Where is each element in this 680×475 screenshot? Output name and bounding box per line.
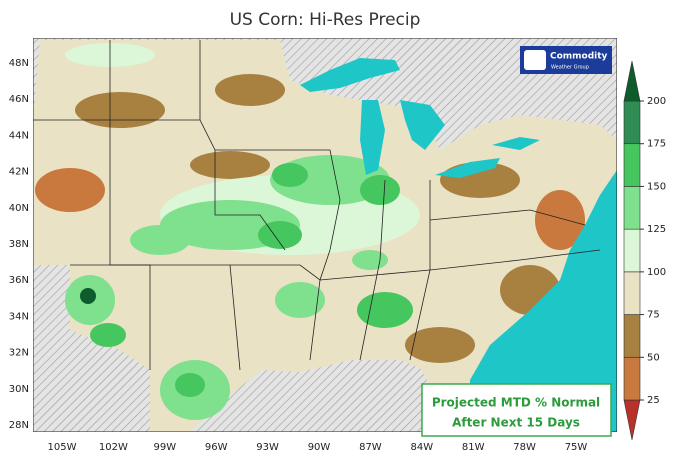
latitude-label: 38N (9, 239, 29, 250)
precip-anomaly-patches (35, 43, 585, 420)
note-line: After Next 15 Days (452, 416, 580, 430)
longitude-label: 87W (359, 442, 382, 453)
colorbar-arrow (623, 60, 641, 102)
latitude-label: 30N (9, 384, 29, 395)
longitude-label: 75W (565, 442, 588, 453)
lake-ontario (492, 137, 540, 150)
latitude-label: 46N (9, 94, 29, 105)
colorbar-tick-label: 200 (647, 96, 666, 107)
latitude-label: 28N (9, 420, 29, 431)
colorbar-tick-label: 125 (647, 224, 666, 235)
latitude-label: 34N (9, 311, 29, 322)
title: US Corn: Hi-Res Precip (230, 10, 421, 30)
colorbar-arrow (623, 399, 641, 441)
atlantic-ocean (470, 170, 617, 432)
longitude-label: 93W (256, 442, 279, 453)
colorbar-tick-label: 175 (647, 139, 666, 150)
longitude-label: 81W (462, 442, 485, 453)
state-borders (33, 40, 601, 371)
latitude-label: 44N (9, 130, 29, 141)
colorbar-band (623, 314, 641, 358)
latitude-label: 36N (9, 275, 29, 286)
logo: Commodity Weather Group (520, 46, 612, 74)
longitude-label: 99W (153, 442, 176, 453)
longitude-label: 84W (410, 442, 433, 453)
longitude-label: 96W (205, 442, 228, 453)
lake-superior (300, 58, 400, 92)
map (33, 38, 617, 432)
colorbar-tick-label: 100 (647, 267, 666, 278)
colorbar-band (623, 186, 641, 230)
longitude-labels: 105W 102W 99W 96W 93W 90W 87W 84W 81W 78W 75W (48, 442, 588, 453)
longitude-label: 90W (308, 442, 331, 453)
longitude-label: 102W (99, 442, 128, 453)
colorbar-tick-label: 75 (647, 310, 660, 321)
note-box: Projected MTD % Normal After Next 15 Day… (421, 383, 612, 437)
colorbar-tick-label: 150 (647, 181, 666, 192)
logo-subtitle: Weather Group (551, 65, 589, 71)
latitude-label: 48N (9, 58, 29, 69)
logo-icon (524, 50, 546, 70)
latitude-label: 32N (9, 348, 29, 359)
colorbar-band (623, 143, 641, 187)
colorbar: 25 50 75 100 125 150 175 200 (623, 60, 666, 441)
latitude-label: 40N (9, 203, 29, 214)
note-line: Projected MTD % Normal (432, 396, 600, 410)
lake-huron (400, 100, 445, 150)
colorbar-tick-label: 50 (647, 352, 660, 363)
colorbar-band (623, 356, 641, 401)
colorbar-band (623, 100, 641, 145)
colorbar-band (623, 271, 641, 315)
longitude-label: 105W (48, 442, 77, 453)
colorbar-band (623, 228, 641, 273)
lake-erie (435, 158, 500, 178)
colorbar-tick-label: 25 (647, 395, 660, 406)
latitude-label: 42N (9, 167, 29, 178)
latitude-labels: 48N 46N 44N 42N 40N 38N 36N 34N 32N 30N 28N (9, 58, 29, 431)
lake-michigan (360, 100, 385, 175)
note-frame (421, 383, 612, 437)
longitude-label: 78W (513, 442, 536, 453)
logo-name: Commodity (550, 52, 608, 62)
